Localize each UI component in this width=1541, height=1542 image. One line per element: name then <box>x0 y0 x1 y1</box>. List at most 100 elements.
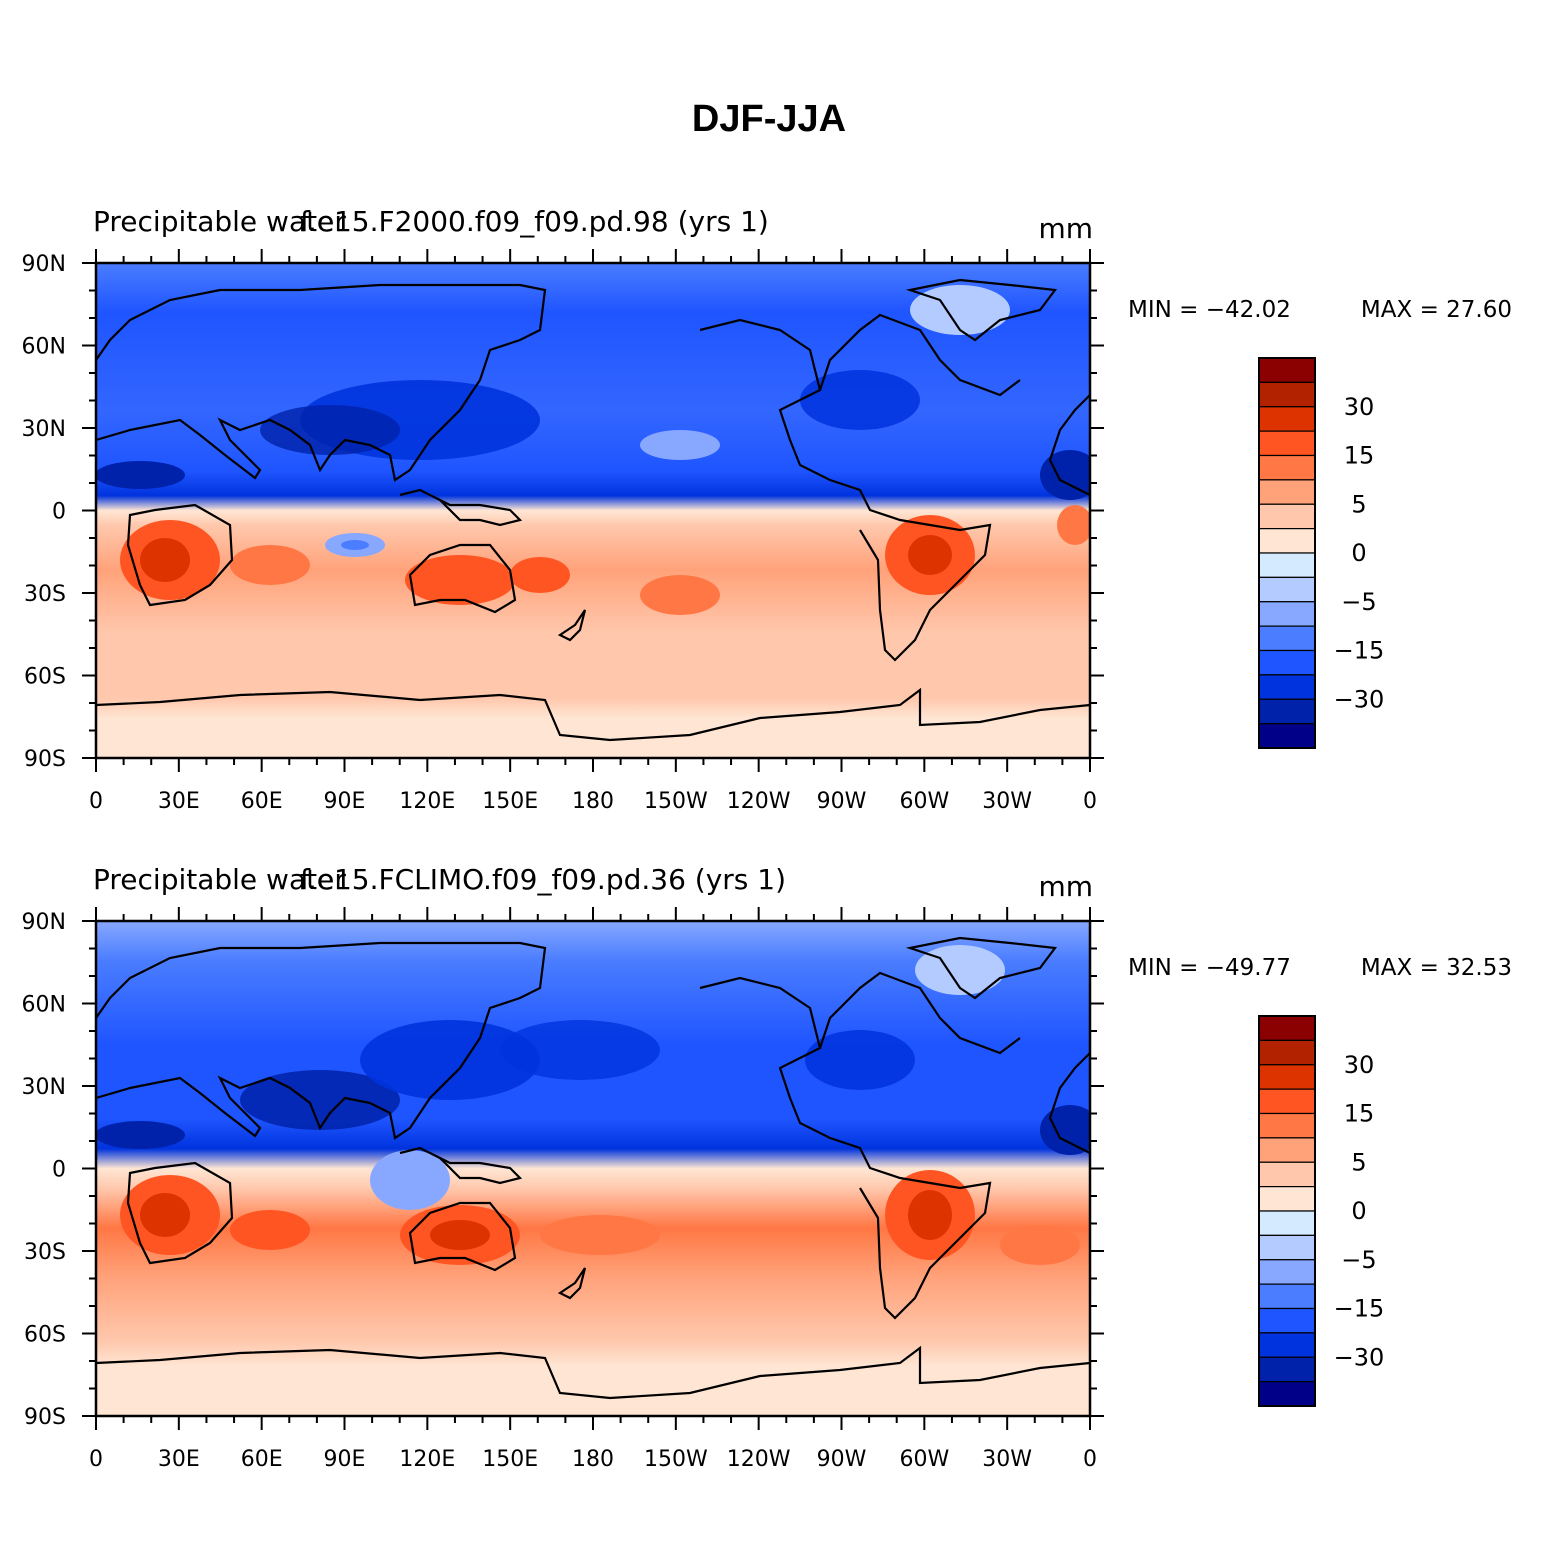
colorbar-label: 0 <box>1351 539 1366 567</box>
colorbar-swatch <box>1258 1283 1316 1310</box>
panel-2-map <box>96 921 1090 1416</box>
lon-label: 0 <box>89 789 103 814</box>
colorbar-swatch <box>1258 674 1316 700</box>
colorbar-swatch <box>1258 454 1316 481</box>
panel-1-colorbar: 30 15 5 0 −5 −15 −30 <box>1258 357 1385 749</box>
lat-label: 60S <box>24 1323 66 1348</box>
lon-label: 30W <box>982 789 1032 814</box>
lon-label: 180 <box>572 789 614 814</box>
lat-label: 0 <box>52 1158 66 1183</box>
colorbar-frame <box>1258 357 1316 749</box>
lat-label: 30N <box>22 417 66 442</box>
lon-label: 150E <box>482 789 538 814</box>
lon-label: 90E <box>324 789 366 814</box>
panel-2-max: MAX = 32.53 <box>1361 955 1512 981</box>
colorbar-swatch <box>1258 1088 1316 1115</box>
lat-label: 30N <box>22 1075 66 1100</box>
lon-label: 90E <box>324 1447 366 1472</box>
lat-label: 30S <box>24 582 66 607</box>
colorbar-swatch <box>1258 357 1316 383</box>
colorbar-swatch <box>1258 1064 1316 1090</box>
colorbar-swatch <box>1258 406 1316 432</box>
panel-2-lat-labels: 90N 60N 30N 0 30S 60S 90S <box>22 910 66 1430</box>
lon-label: 90W <box>817 1447 867 1472</box>
colorbar-swatch <box>1258 698 1316 725</box>
colorbar-swatch <box>1258 503 1316 530</box>
lon-label: 120W <box>727 1447 791 1472</box>
lon-label: 0 <box>89 1447 103 1472</box>
lat-label: 90N <box>22 910 66 935</box>
lon-label: 60W <box>899 789 949 814</box>
lat-label: 30S <box>24 1240 66 1265</box>
colorbar-label: 15 <box>1344 442 1375 470</box>
lat-label: 90N <box>22 252 66 277</box>
panel-2-min: MIN = −49.77 <box>1128 955 1291 981</box>
colorbar-swatch <box>1258 649 1316 676</box>
lat-label: 60N <box>22 335 66 360</box>
colorbar-label: 5 <box>1351 490 1366 518</box>
lon-label: 120W <box>727 789 791 814</box>
lon-label: 60E <box>241 1447 283 1472</box>
lon-label: 180 <box>572 1447 614 1472</box>
lat-label: 0 <box>52 500 66 525</box>
colorbar-swatch <box>1258 552 1316 578</box>
lon-label: 120E <box>399 789 455 814</box>
panel-1-ticks <box>82 249 1104 772</box>
colorbar-swatch <box>1258 1186 1316 1212</box>
colorbar-swatch <box>1258 1307 1316 1334</box>
colorbar-label: −15 <box>1334 637 1385 665</box>
panel-2-ticks <box>82 907 1104 1430</box>
panel-2-lon-labels: 0 30E 60E 90E 120E 150E 180 150W 120W 90W 60W 30W 0 <box>89 1447 1097 1472</box>
colorbar-swatch <box>1258 1234 1316 1261</box>
panel-1-lat-labels: 90N 60N 30N 0 30S 60S 90S <box>22 252 66 772</box>
panel-1-coastlines <box>96 278 1090 742</box>
panel-2-center-title: f.e15.FCLIMO.f09_f09.pd.36 (yrs 1) <box>300 863 786 896</box>
colorbar-label: −30 <box>1334 685 1385 713</box>
panel-1-map <box>96 263 1090 758</box>
colorbar-swatch <box>1258 1137 1316 1163</box>
colorbar-swatch <box>1258 430 1316 457</box>
colorbar-swatch <box>1258 1332 1316 1358</box>
colorbar-swatch <box>1258 723 1316 749</box>
colorbar-label: 30 <box>1344 1051 1375 1079</box>
lon-label: 30E <box>158 789 200 814</box>
colorbar-label: 15 <box>1344 1100 1375 1128</box>
colorbar-swatch <box>1258 1381 1316 1407</box>
panel-2-colorbar: 30 15 5 0 −5 −15 −30 <box>1258 1015 1385 1407</box>
lon-label: 60E <box>241 789 283 814</box>
lon-label: 30E <box>158 1447 200 1472</box>
panel-1-left-title: Precipitable water <box>93 205 346 238</box>
lon-label: 120E <box>399 1447 455 1472</box>
panel-1: Precipitable water f.e15.F2000.f09_f09.p… <box>22 205 1512 814</box>
panel-1-max: MAX = 27.60 <box>1361 297 1512 323</box>
colorbar-label: 0 <box>1351 1197 1366 1225</box>
colorbar-swatch <box>1258 1112 1316 1139</box>
lon-label: 150W <box>644 1447 708 1472</box>
colorbar-label: 30 <box>1344 393 1375 421</box>
colorbar-swatch <box>1258 381 1316 408</box>
colorbar-swatch <box>1258 528 1316 554</box>
colorbar-label: −5 <box>1341 588 1376 616</box>
colorbar-swatch <box>1258 479 1316 505</box>
colorbar-swatch <box>1258 1210 1316 1236</box>
colorbar-swatch <box>1258 576 1316 603</box>
lon-label: 150E <box>482 1447 538 1472</box>
lon-label: 0 <box>1083 789 1097 814</box>
figure-title: DJF-JJA <box>692 98 846 140</box>
panel-1-center-title: f.e15.F2000.f09_f09.pd.98 (yrs 1) <box>300 205 769 238</box>
panel-2: Precipitable water f.e15.FCLIMO.f09_f09.… <box>22 863 1512 1472</box>
lat-label: 90S <box>24 1405 66 1430</box>
lat-label: 60N <box>22 993 66 1018</box>
lat-label: 90S <box>24 747 66 772</box>
lon-label: 60W <box>899 1447 949 1472</box>
panel-1-min: MIN = −42.02 <box>1128 297 1291 323</box>
colorbar-swatch <box>1258 1259 1316 1285</box>
colorbar-label: −5 <box>1341 1246 1376 1274</box>
panel-2-units: mm <box>1038 870 1093 903</box>
lon-label: 150W <box>644 789 708 814</box>
lat-label: 60S <box>24 665 66 690</box>
colorbar-swatch <box>1258 625 1316 652</box>
colorbar-label: −15 <box>1334 1295 1385 1323</box>
colorbar-swatch <box>1258 1039 1316 1066</box>
